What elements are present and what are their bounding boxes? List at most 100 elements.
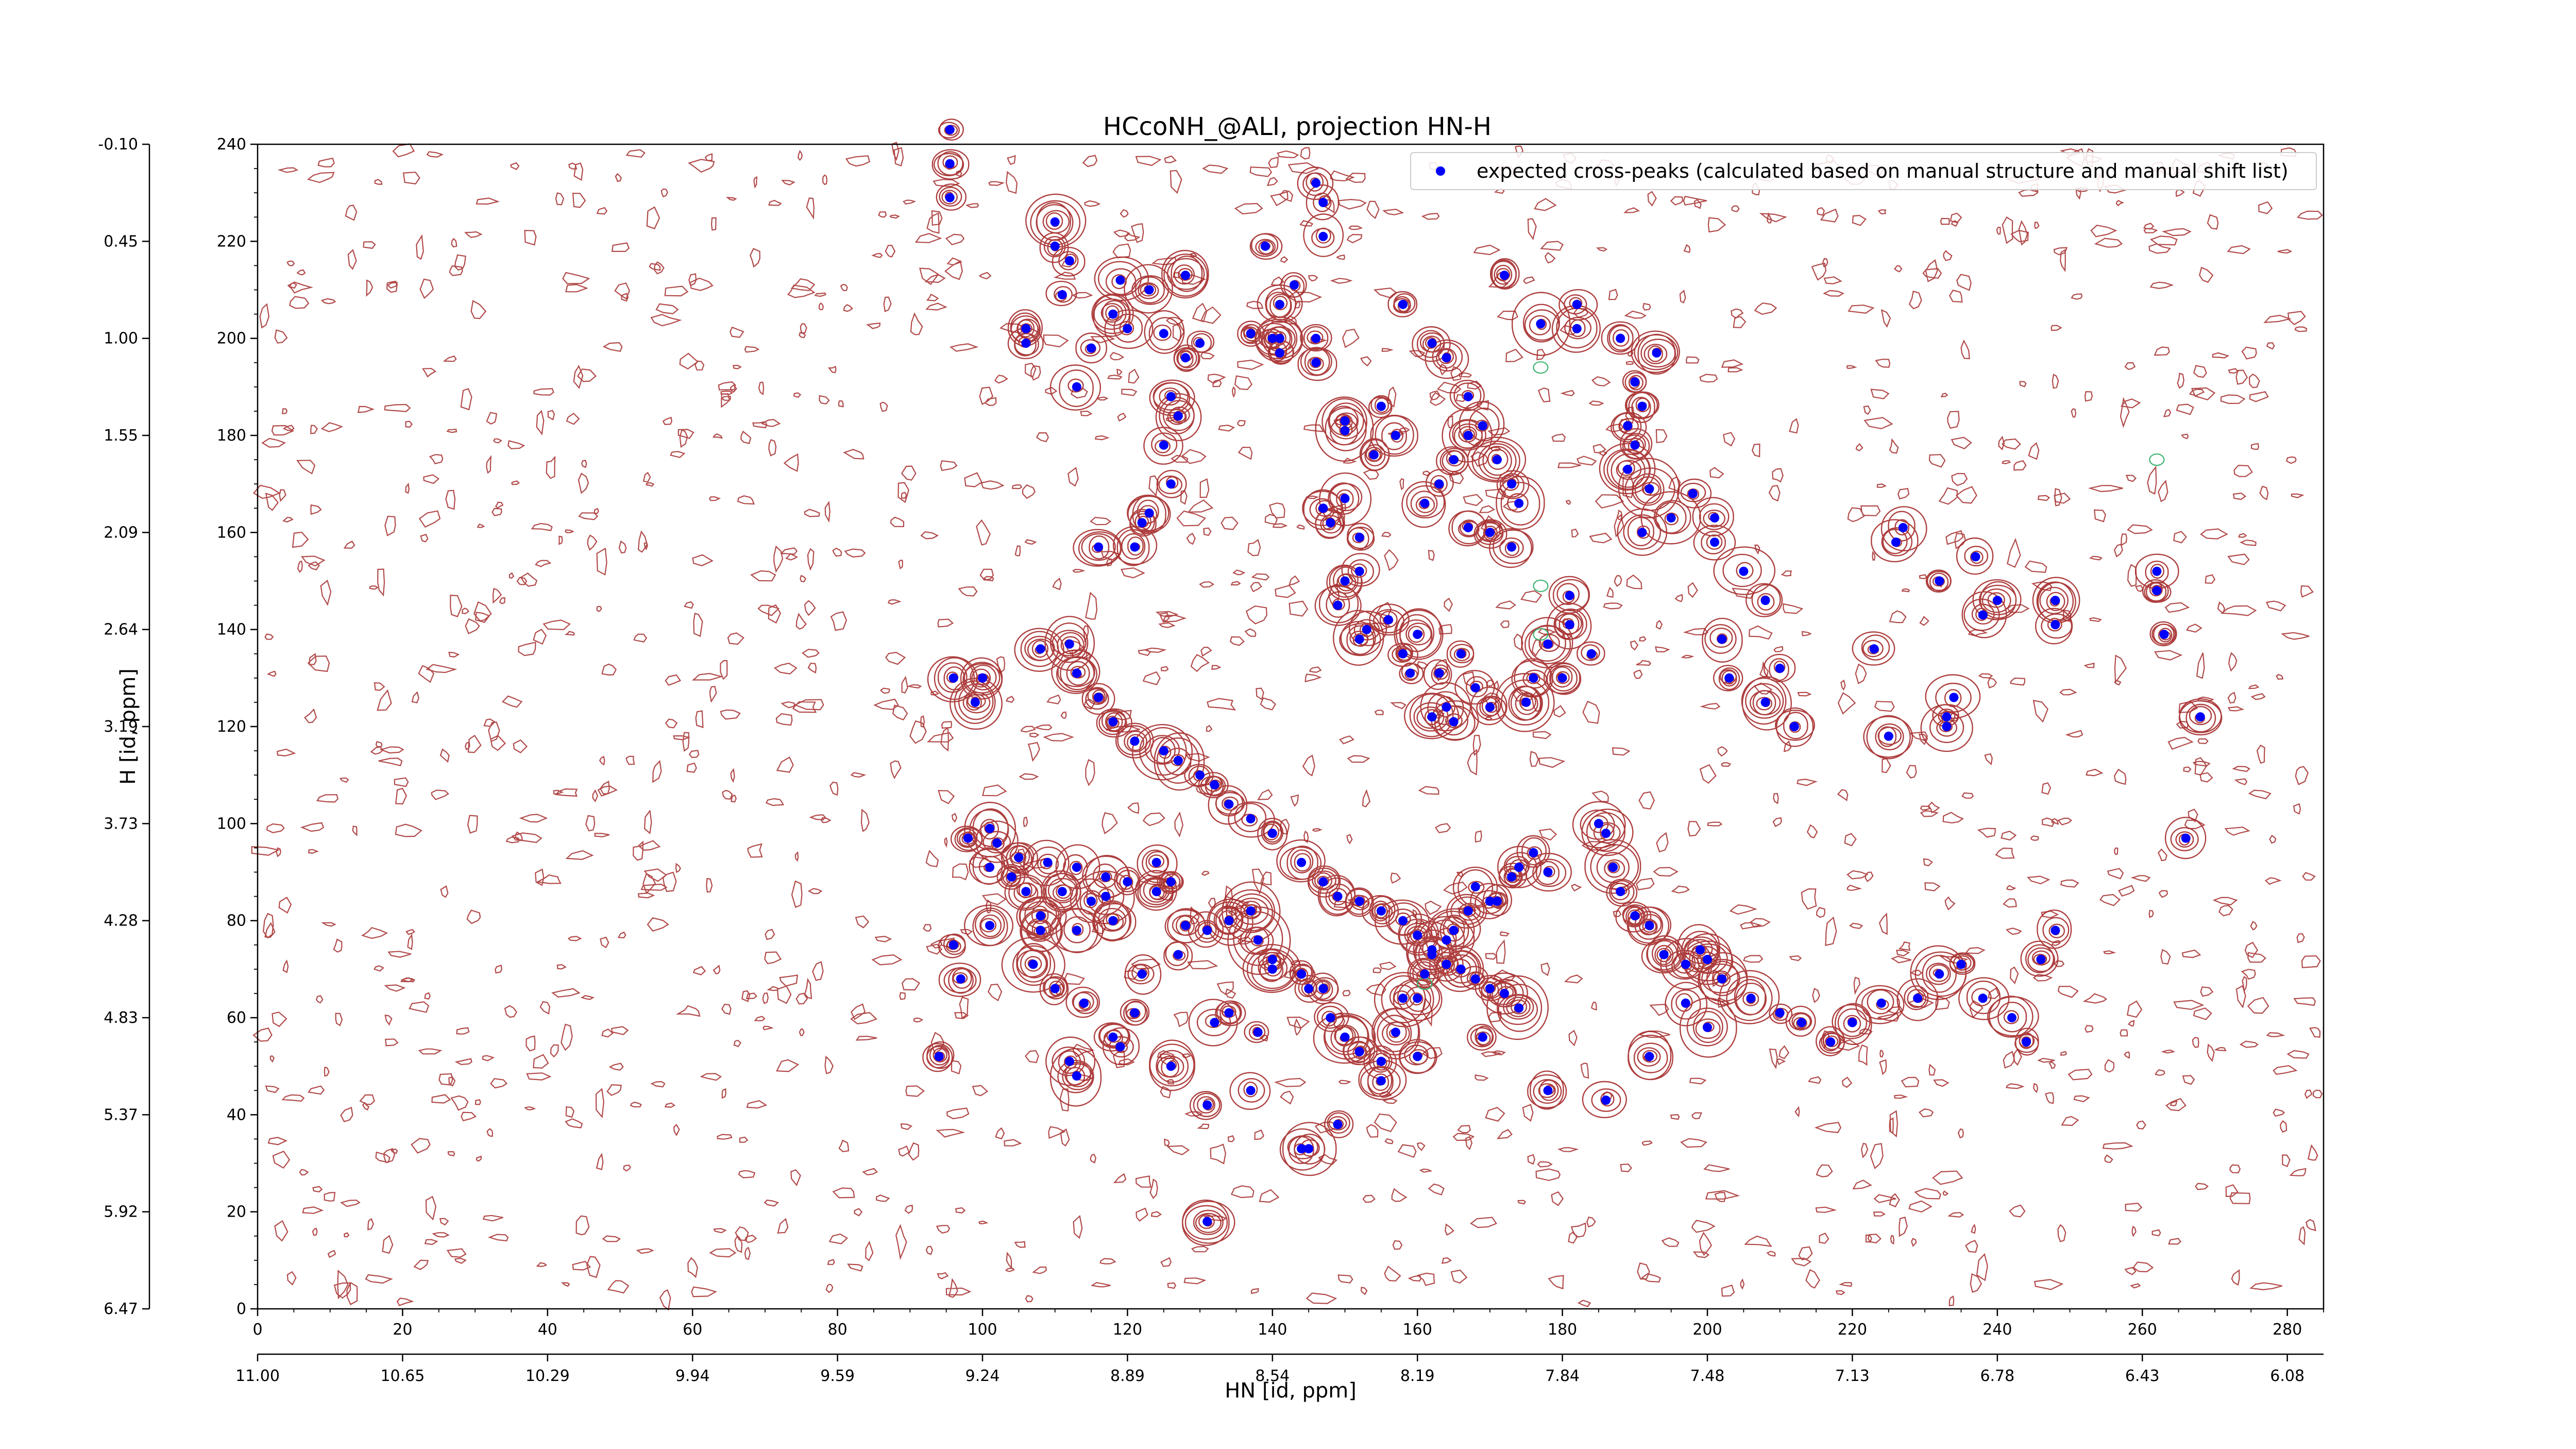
cross-peak-point <box>1391 431 1400 440</box>
cross-peak-point <box>1493 455 1502 465</box>
x-tick-label: 280 <box>2273 1321 2302 1339</box>
cross-peak-point <box>1159 440 1168 450</box>
cross-peak-point <box>2152 586 2162 596</box>
cross-peak-point <box>1094 542 1104 552</box>
cross-peak-point <box>1507 872 1517 882</box>
x-tick-label: 200 <box>1692 1321 1722 1339</box>
y-ppm-tick-label: -0.10 <box>98 136 138 154</box>
cross-peak-point <box>1652 348 1662 358</box>
cross-peak-point <box>1427 712 1437 722</box>
cross-peak-point <box>1413 930 1422 940</box>
cross-peak-point <box>1681 959 1690 969</box>
cross-peak-point <box>1565 591 1574 600</box>
x-tick-label: 20 <box>393 1321 412 1339</box>
cross-peak-point <box>1514 863 1524 872</box>
cross-peak-point <box>1275 299 1284 309</box>
cross-peak-point <box>1173 950 1183 959</box>
cross-peak-point <box>948 940 958 950</box>
cross-peak-point <box>1195 339 1205 348</box>
cross-peak-point <box>1043 857 1053 867</box>
cross-peak-point <box>1297 1144 1307 1154</box>
cross-peak-point <box>1224 799 1234 809</box>
cross-peak-point <box>1898 523 1908 532</box>
cross-peak-point <box>1442 702 1451 712</box>
y-tick-label: 100 <box>217 815 246 833</box>
cross-peak-point <box>1072 1071 1081 1081</box>
cross-peak-point <box>2195 712 2205 722</box>
cross-peak-point <box>1529 848 1538 857</box>
cross-peak-point <box>1311 178 1321 188</box>
cross-peak-point <box>1333 1120 1343 1130</box>
cross-peak-point <box>1354 1047 1364 1056</box>
cross-peak-point <box>1884 731 1893 741</box>
cross-peak-point <box>2159 630 2169 639</box>
cross-peak-point <box>1181 353 1190 363</box>
cross-peak-point <box>1021 324 1031 333</box>
y-ppm-tick-label: 1.55 <box>104 427 138 445</box>
cross-peak-point <box>1036 925 1045 935</box>
y-ppm-tick-label: 2.64 <box>104 621 138 639</box>
y-axis-primary: 0 20 40 60 80 100 120 140 160 180 200 220 240 <box>217 136 258 1318</box>
cross-peak-point <box>1275 348 1284 358</box>
cross-peak-point <box>1094 693 1104 702</box>
cross-peak-point <box>1869 644 1879 654</box>
cross-peak-point <box>1123 877 1132 887</box>
cross-peak-point <box>1159 746 1168 756</box>
cross-peak-point <box>1064 256 1074 265</box>
negative-contours <box>1417 361 2165 990</box>
cross-peak-point <box>1529 673 1538 683</box>
cross-peak-point <box>1696 945 1705 955</box>
y-tick-label: 80 <box>227 912 246 930</box>
cross-peak-point <box>1130 736 1140 746</box>
cross-peak-point <box>985 921 995 931</box>
y-tick-label: 20 <box>227 1203 246 1221</box>
cross-peak-point <box>1543 1086 1553 1096</box>
cross-peak-point <box>1260 241 1270 251</box>
cross-peak-point <box>1115 275 1125 285</box>
cross-peak-point <box>1036 911 1045 921</box>
cross-peak-point <box>2050 925 2060 935</box>
cross-peak-point <box>1565 620 1574 630</box>
cross-peak-point <box>1398 993 1408 1003</box>
cross-peak-point <box>1760 596 1770 605</box>
cross-peak-point <box>1297 857 1307 867</box>
cross-peak-point <box>1028 959 1038 969</box>
cross-peak-point <box>1942 722 1952 731</box>
y-tick-label: 40 <box>227 1106 246 1124</box>
cross-peak-point <box>1123 324 1132 333</box>
cross-peak-point <box>2050 620 2060 630</box>
cross-peak-point <box>1935 576 1944 586</box>
cross-peak-point <box>1014 853 1024 863</box>
cross-peak-point <box>1108 717 1118 727</box>
cross-peak-point <box>1956 959 1966 969</box>
cross-peak-point <box>1507 542 1517 552</box>
cross-peak-point <box>1246 906 1256 916</box>
cross-peak-point <box>1318 231 1328 241</box>
cross-peak-point <box>985 823 995 833</box>
cross-peak-point <box>1536 319 1546 329</box>
cross-peak-point <box>1601 1096 1611 1105</box>
y-ppm-tick-label: 3.19 <box>104 718 138 736</box>
cross-peak-point <box>1057 290 1067 299</box>
cross-peak-point <box>1318 877 1328 887</box>
x-ppm-tick-label: 9.59 <box>820 1367 855 1385</box>
cross-peak-point <box>1050 217 1060 227</box>
cross-peak-point <box>945 125 955 134</box>
cross-peak-point <box>1130 1008 1140 1018</box>
y-axis-ppm: 6.47 5.92 5.37 4.83 4.28 3.73 3.19 2.64 2.09 1.55… <box>98 136 149 1318</box>
cross-peak-point <box>1202 925 1212 935</box>
cross-peak-point <box>1557 673 1567 683</box>
cross-peak-point <box>1427 339 1437 348</box>
cross-peak-point <box>1645 484 1654 494</box>
cross-peak-point <box>1449 925 1459 935</box>
cross-peak-point <box>1297 969 1307 979</box>
cross-peak-point <box>1688 489 1698 498</box>
cross-peak-point <box>1630 440 1640 450</box>
cross-peak-point <box>970 697 980 707</box>
cross-peak-point <box>1050 984 1060 993</box>
y-ppm-tick-label: 1.00 <box>104 330 138 348</box>
cross-peak-point <box>1586 649 1596 659</box>
cross-peak-point <box>1383 615 1393 625</box>
cross-peak-point <box>1151 857 1161 867</box>
x-ppm-tick-label: 10.65 <box>380 1367 425 1385</box>
